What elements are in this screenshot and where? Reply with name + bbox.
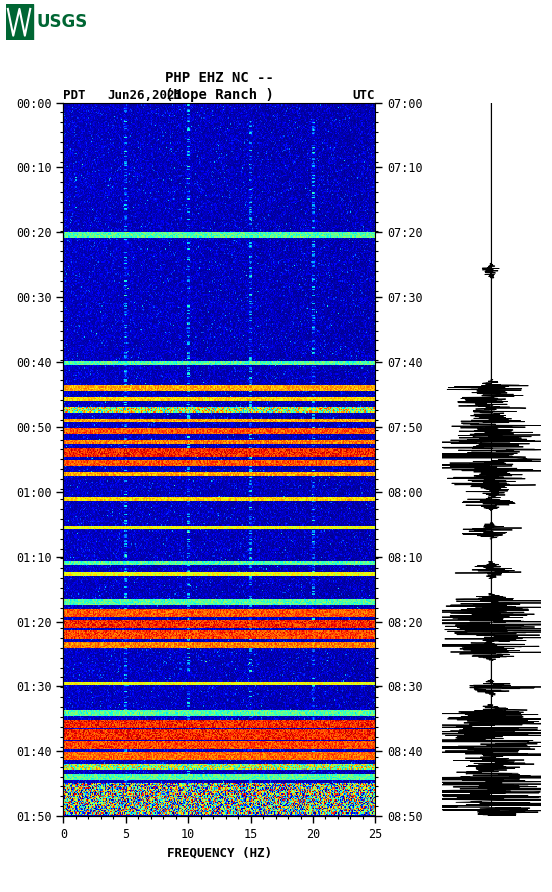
Bar — [6, 4, 33, 40]
Text: UTC: UTC — [353, 89, 375, 102]
Text: Jun26,2021: Jun26,2021 — [108, 89, 183, 102]
Text: USGS: USGS — [36, 13, 88, 31]
Text: (Hope Ranch ): (Hope Ranch ) — [165, 88, 274, 103]
Text: PDT: PDT — [63, 89, 86, 102]
X-axis label: FREQUENCY (HZ): FREQUENCY (HZ) — [167, 847, 272, 860]
Text: PHP EHZ NC --: PHP EHZ NC -- — [165, 71, 274, 86]
